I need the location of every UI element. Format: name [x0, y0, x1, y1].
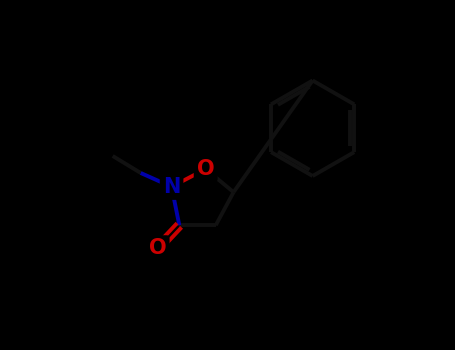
- Text: O: O: [197, 159, 214, 179]
- Text: O: O: [149, 238, 167, 258]
- Text: N: N: [163, 177, 180, 197]
